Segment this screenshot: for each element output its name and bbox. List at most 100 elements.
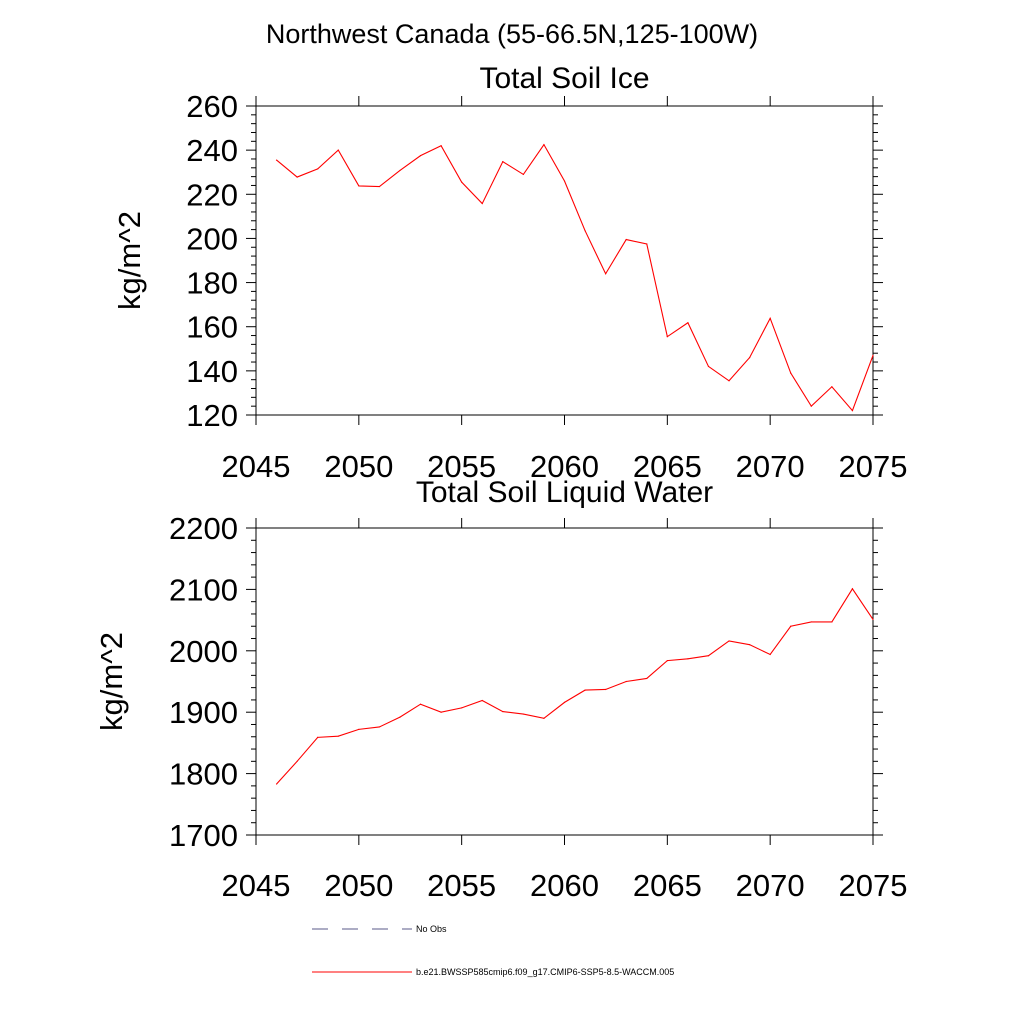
data-point <box>687 322 689 324</box>
chart-title: Total Soil Liquid Water <box>416 476 713 509</box>
data-point <box>625 680 627 683</box>
data-point <box>728 380 730 382</box>
data-point <box>317 736 319 738</box>
data-point <box>440 711 442 713</box>
data-point <box>872 618 874 621</box>
data-point <box>502 710 504 713</box>
data-point <box>749 644 751 646</box>
data-point <box>337 149 339 151</box>
data-point <box>625 238 627 241</box>
data-point <box>728 640 730 642</box>
legend-label: No Obs <box>416 924 447 934</box>
x-tick-label: 2045 <box>222 868 291 903</box>
data-point <box>275 783 278 785</box>
data-point <box>563 180 566 182</box>
y-tick-label: 200 <box>186 221 238 256</box>
data-point <box>358 185 360 187</box>
x-tick-label: 2065 <box>633 868 702 903</box>
data-point <box>851 588 854 590</box>
x-tick-label: 2060 <box>530 449 599 484</box>
data-point <box>810 405 812 407</box>
y-axis-label: kg/m^2 <box>94 632 129 731</box>
plot-frame <box>255 105 874 416</box>
y-tick-label: 240 <box>186 133 238 168</box>
series-line <box>276 143 874 412</box>
y-tick-label: 120 <box>186 398 238 433</box>
data-point <box>666 660 668 662</box>
data-point <box>419 703 422 705</box>
chart-panel-2: Total Soil Liquid Water 1700 1800 1900 2000 2… <box>94 476 907 903</box>
y-tick-label: 2100 <box>169 572 238 607</box>
x-tick-label: 2070 <box>736 868 805 903</box>
y-tick-label: 140 <box>186 354 238 389</box>
data-point <box>749 357 751 359</box>
data-point <box>605 273 607 275</box>
x-tick-label: 2060 <box>530 868 599 903</box>
data-point <box>851 409 854 412</box>
data-point <box>502 161 504 163</box>
legend-item: No Obs <box>312 924 447 934</box>
data-point <box>522 713 524 715</box>
x-tick-label: 2075 <box>839 449 908 484</box>
legend-item: b.e21.BWSSP585cmip6.f09_g17.CMIP6-SSP5-8… <box>312 967 674 977</box>
data-point <box>378 726 380 728</box>
x-tick-label: 2065 <box>633 449 702 484</box>
data-point <box>337 735 339 737</box>
data-point <box>584 689 586 691</box>
figure-title: Northwest Canada (55-66.5N,125-100W) <box>266 19 758 49</box>
chart-title: Total Soil Ice <box>479 62 649 95</box>
chart-panel-1: Total Soil Ice 120 140 160 180 200 220 240 260 20… <box>112 62 907 484</box>
y-tick-label: 1700 <box>169 818 238 853</box>
data-point <box>790 372 792 374</box>
data-point <box>317 168 319 170</box>
x-tick-label: 2055 <box>427 449 496 484</box>
data-point <box>646 243 648 245</box>
data-point <box>461 707 463 709</box>
data-point <box>358 728 360 730</box>
data-point <box>666 336 668 338</box>
y-tick-label: 2200 <box>169 511 238 546</box>
y-tick-label: 220 <box>186 177 238 212</box>
data-point <box>563 701 566 703</box>
y-tick-label: 1800 <box>169 757 238 792</box>
data-point <box>831 621 833 623</box>
data-point <box>831 386 833 388</box>
data-point <box>522 173 524 176</box>
data-point <box>296 760 298 762</box>
y-tick-label: 180 <box>186 266 238 301</box>
x-tick-label: 2055 <box>427 868 496 903</box>
series-line <box>276 587 874 785</box>
x-tick-label: 2045 <box>222 449 291 484</box>
data-point <box>461 181 463 183</box>
x-tick-label: 2050 <box>324 868 393 903</box>
data-point <box>707 365 710 368</box>
data-point <box>481 202 483 205</box>
data-point <box>481 699 483 702</box>
y-tick-label: 260 <box>186 89 238 124</box>
data-point <box>419 155 422 157</box>
x-tick-label: 2070 <box>736 449 805 484</box>
y-tick-label: 160 <box>186 310 238 345</box>
data-point <box>872 354 874 357</box>
data-point <box>810 621 812 623</box>
data-point <box>296 176 298 178</box>
y-axis-label: kg/m^2 <box>112 211 147 310</box>
data-point <box>687 658 689 660</box>
data-point <box>605 688 607 691</box>
y-tick-label: 2000 <box>169 634 238 669</box>
data-point <box>543 144 545 146</box>
data-point <box>769 317 771 319</box>
data-point <box>707 655 710 657</box>
x-tick-label: 2075 <box>839 868 908 903</box>
x-tick-label: 2050 <box>324 449 393 484</box>
data-point <box>646 677 648 680</box>
legend-label: b.e21.BWSSP585cmip6.f09_g17.CMIP6-SSP5-8… <box>416 967 674 977</box>
data-point <box>399 716 401 718</box>
data-point <box>399 169 401 172</box>
data-point <box>543 717 545 719</box>
y-tick-label: 1900 <box>169 695 238 730</box>
data-point <box>275 159 278 161</box>
data-point <box>440 145 442 147</box>
plot-frame <box>255 527 874 836</box>
